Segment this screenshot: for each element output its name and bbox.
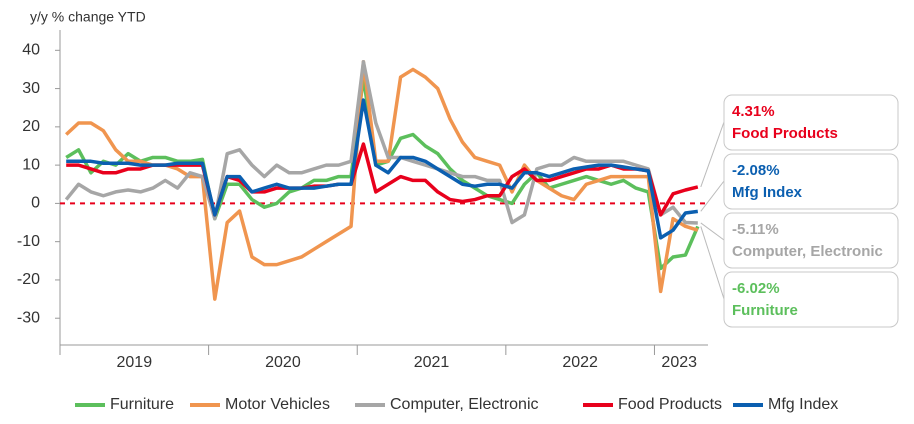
callout-connector [700,226,725,300]
x-tick-label: 2023 [661,354,697,371]
series-line [65,75,700,271]
series-line [65,60,699,301]
callout-connector [700,222,725,241]
legend-label: Mfg Index [768,396,838,413]
callout-value: -5.11% [732,221,779,238]
callout-box [723,94,899,151]
y-tick-label: 30 [22,80,40,97]
x-tick-label: 2019 [117,354,153,371]
callout-name: Food Products [732,125,838,142]
callout-value: -2.08% [732,162,780,179]
legend-label: Furniture [110,396,174,413]
legend-label: Motor Vehicles [225,396,330,413]
callout-value: 4.31% [732,103,775,120]
series-line [64,60,698,225]
callout-connector [700,180,725,212]
callout-box [723,153,899,210]
callout-box [723,212,899,269]
y-tick-label: 40 [22,42,40,59]
y-tick-label: 20 [22,118,40,135]
callout-connector [700,121,725,188]
callout-name: Mfg Index [732,184,803,201]
y-tick-label: -20 [17,271,40,288]
y-tick-label: -10 [17,233,40,250]
axis-title: y/y % change YTD [30,9,146,25]
y-tick-label: 0 [31,195,40,212]
series-line [66,98,699,240]
x-tick-label: 2022 [562,354,598,371]
callout-box [723,271,899,328]
legend-label: Computer, Electronic [390,396,539,413]
callout-name: Computer, Electronic [732,243,883,260]
x-tick-label: 2020 [265,354,301,371]
callout-name: Furniture [732,302,798,319]
legend-label: Food Products [618,396,722,413]
callout-value: -6.02% [732,280,780,297]
x-tick-label: 2021 [414,354,450,371]
y-tick-label: -30 [17,309,40,326]
y-tick-label: 10 [22,156,40,173]
